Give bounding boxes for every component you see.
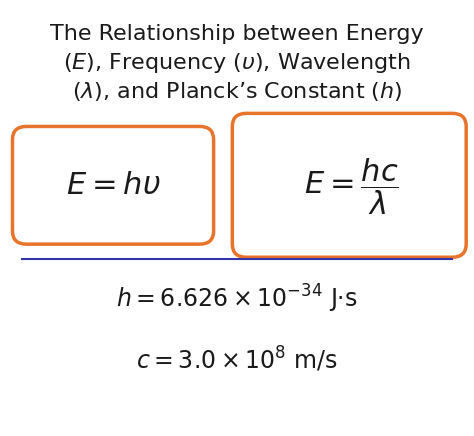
Text: $E=h\upsilon$: $E=h\upsilon$ [66,171,160,200]
Text: The Relationship between Energy: The Relationship between Energy [50,24,424,44]
Text: ($E$), Frequency ($\upsilon$), Wavelength: ($E$), Frequency ($\upsilon$), Wavelengt… [63,51,411,75]
FancyBboxPatch shape [12,126,214,244]
Text: $c = 3.0 \times 10^{8}$ m/s: $c = 3.0 \times 10^{8}$ m/s [136,345,338,374]
Text: $h = 6.626 \times 10^{-34}$ J·s: $h = 6.626 \times 10^{-34}$ J·s [116,283,358,315]
FancyBboxPatch shape [232,113,466,257]
Text: ($\lambda$), and Planck’s Constant ($h$): ($\lambda$), and Planck’s Constant ($h$) [72,79,402,103]
Text: $E = \dfrac{hc}{\lambda}$: $E = \dfrac{hc}{\lambda}$ [304,157,399,217]
